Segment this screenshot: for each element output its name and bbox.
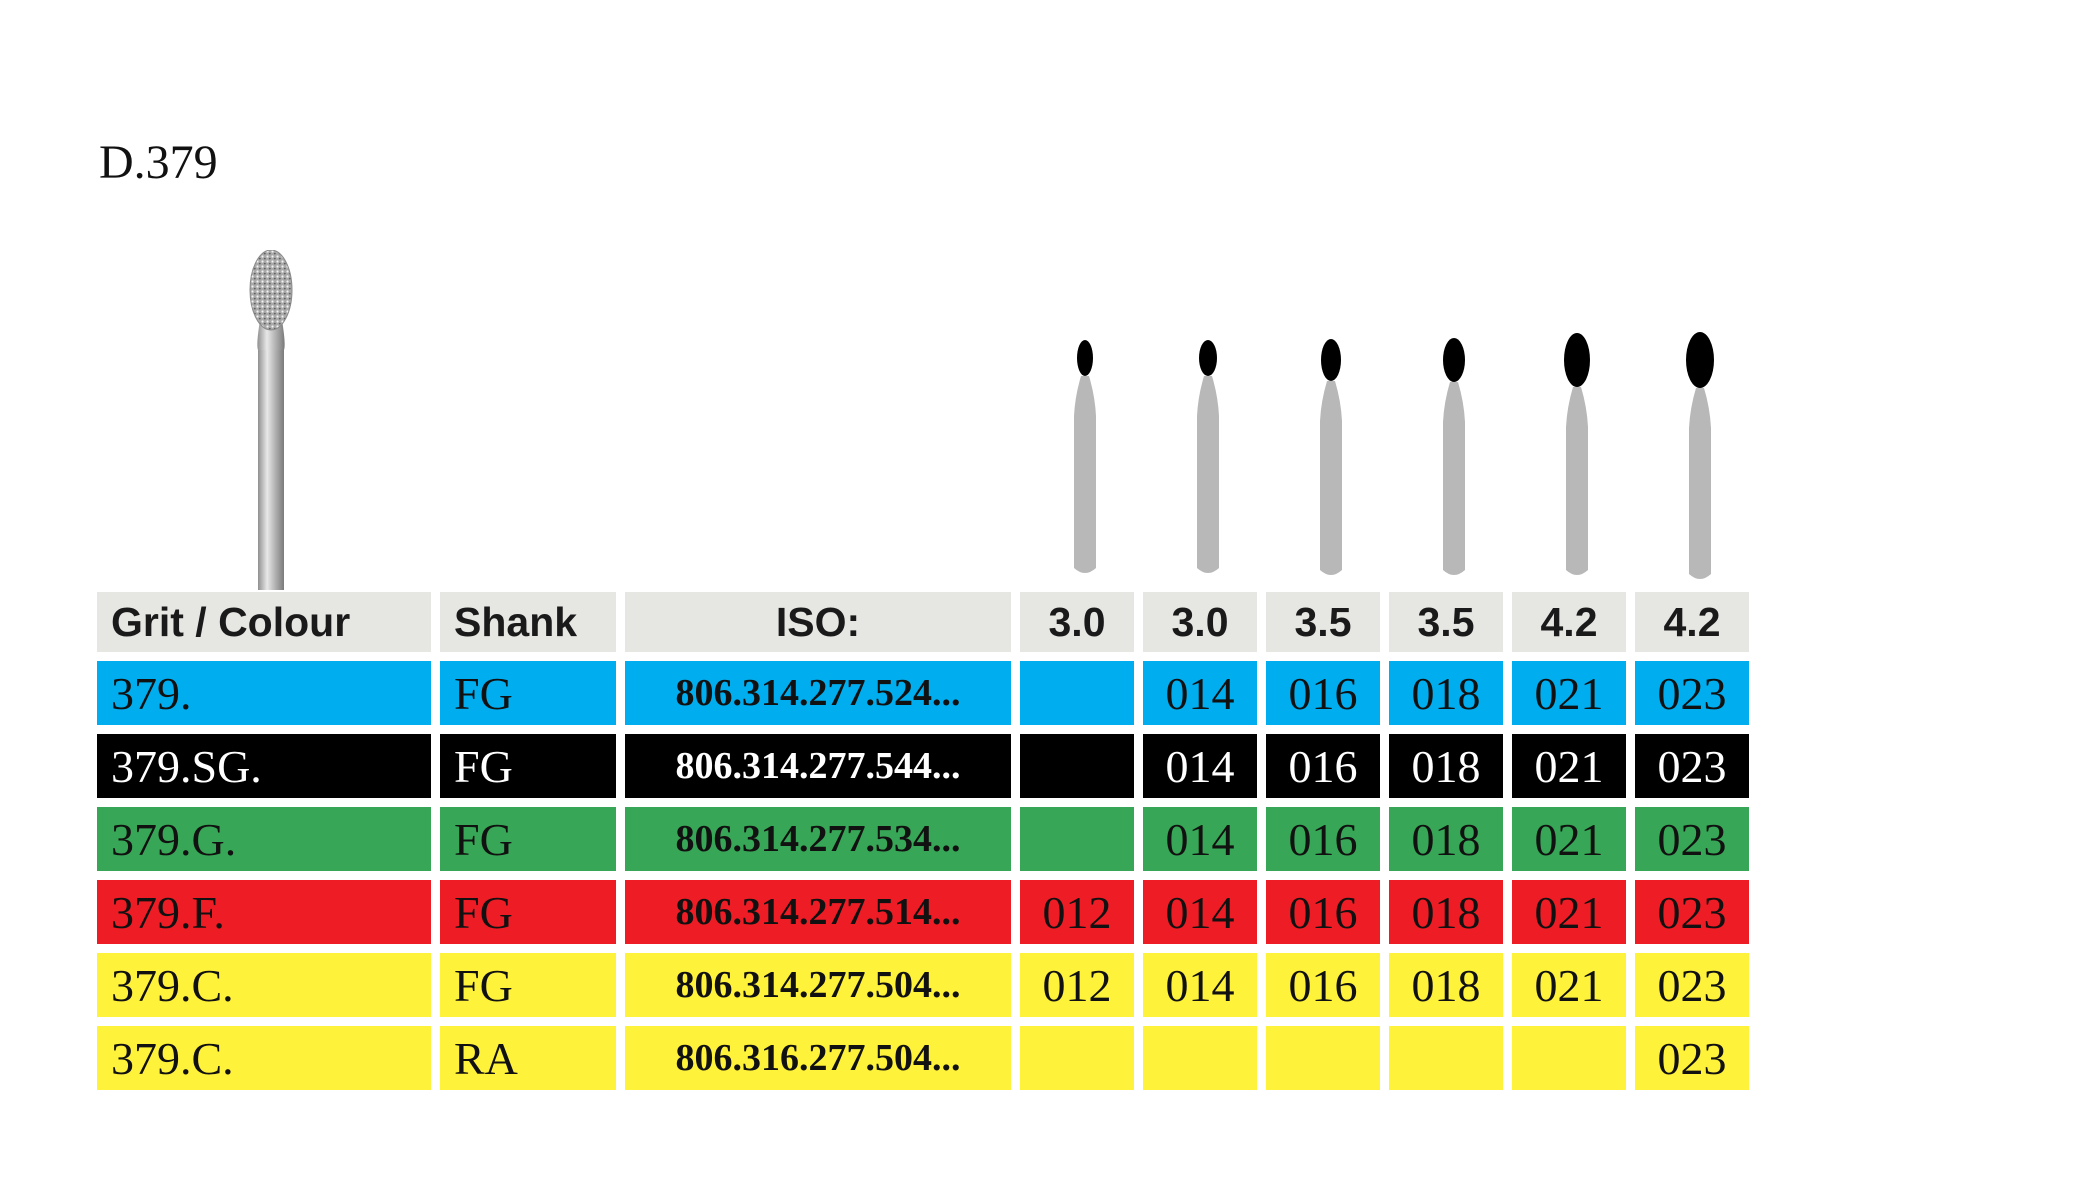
size-cell: 023 [1635, 1026, 1749, 1090]
iso-cell: 806.314.277.504... [625, 953, 1011, 1017]
size-cell: 016 [1266, 953, 1380, 1017]
page-title: D.379 [99, 136, 218, 189]
shank-cell: FG [440, 807, 616, 871]
size-cell: 023 [1635, 734, 1749, 798]
size-cell: 023 [1635, 661, 1749, 725]
size-cell [1020, 1026, 1134, 1090]
shank-cell: FG [440, 880, 616, 944]
shank-cell: FG [440, 953, 616, 1017]
size-cell [1512, 1026, 1626, 1090]
size-cell: 016 [1266, 880, 1380, 944]
grit-cell: 379.C. [97, 1026, 431, 1090]
bur-profile-icon [1197, 340, 1219, 573]
size-cell [1389, 1026, 1503, 1090]
size-cell: 023 [1635, 880, 1749, 944]
header-size-3: 3.5 [1266, 592, 1380, 652]
shank-cell: FG [440, 734, 616, 798]
size-cell: 016 [1266, 734, 1380, 798]
iso-cell: 806.314.277.534... [625, 807, 1011, 871]
size-cell: 014 [1143, 807, 1257, 871]
size-cell: 018 [1389, 661, 1503, 725]
header-size-5: 4.2 [1512, 592, 1626, 652]
header-size-4: 3.5 [1389, 592, 1503, 652]
bur-size-profiles [1074, 332, 1714, 579]
size-cell: 021 [1512, 807, 1626, 871]
size-cell [1266, 1026, 1380, 1090]
header-size-1: 3.0 [1020, 592, 1134, 652]
size-cell: 023 [1635, 953, 1749, 1017]
shank-cell: RA [440, 1026, 616, 1090]
bur-profile-icon [1320, 339, 1342, 575]
size-cell [1020, 734, 1134, 798]
size-cell: 014 [1143, 661, 1257, 725]
size-cell: 014 [1143, 953, 1257, 1017]
size-cell: 016 [1266, 807, 1380, 871]
size-cell: 014 [1143, 880, 1257, 944]
header-size-2: 3.0 [1143, 592, 1257, 652]
iso-cell: 806.314.277.514... [625, 880, 1011, 944]
size-cell: 018 [1389, 807, 1503, 871]
header-grit-colour: Grit / Colour [97, 592, 431, 652]
grit-cell: 379.C. [97, 953, 431, 1017]
size-cell: 018 [1389, 880, 1503, 944]
size-cell: 023 [1635, 807, 1749, 871]
diamond-bur-photo-icon [249, 250, 293, 590]
size-cell: 012 [1020, 880, 1134, 944]
size-cell: 018 [1389, 953, 1503, 1017]
size-cell [1020, 661, 1134, 725]
size-cell: 021 [1512, 734, 1626, 798]
size-cell: 016 [1266, 661, 1380, 725]
size-cell: 021 [1512, 880, 1626, 944]
grit-cell: 379.F. [97, 880, 431, 944]
bur-profile-icon [1443, 338, 1465, 575]
bur-profile-icon [1074, 340, 1096, 573]
grit-cell: 379.G. [97, 807, 431, 871]
size-cell: 012 [1020, 953, 1134, 1017]
shank-cell: FG [440, 661, 616, 725]
size-cell: 018 [1389, 734, 1503, 798]
grit-cell: 379. [97, 661, 431, 725]
header-iso: ISO: [625, 592, 1011, 652]
size-cell [1143, 1026, 1257, 1090]
size-cell: 014 [1143, 734, 1257, 798]
iso-cell: 806.316.277.504... [625, 1026, 1011, 1090]
size-cell: 021 [1512, 661, 1626, 725]
iso-cell: 806.314.277.544... [625, 734, 1011, 798]
size-cell: 021 [1512, 953, 1626, 1017]
product-table: Grit / Colour Shank ISO: 3.0 3.0 3.5 3.5… [97, 592, 1749, 1090]
bur-profile-icon [1686, 332, 1714, 579]
iso-cell: 806.314.277.524... [625, 661, 1011, 725]
header-shank: Shank [440, 592, 616, 652]
bur-profile-icon [1564, 333, 1590, 575]
grit-cell: 379.SG. [97, 734, 431, 798]
header-size-6: 4.2 [1635, 592, 1749, 652]
size-cell [1020, 807, 1134, 871]
